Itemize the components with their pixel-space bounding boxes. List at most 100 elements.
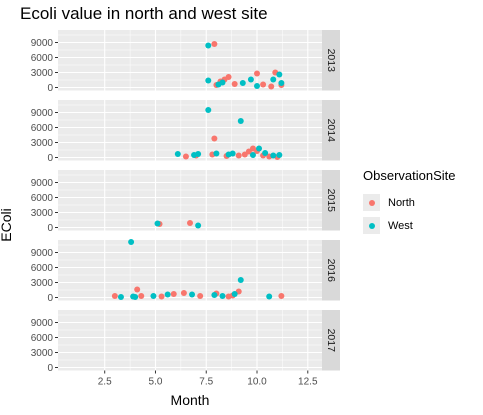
y-tick-label: 0 — [47, 153, 53, 164]
x-tick-label: 5.0 — [149, 377, 163, 388]
legend-dot-west — [368, 222, 375, 229]
point-west — [132, 294, 139, 300]
legend-key-west — [363, 217, 380, 234]
point-north — [187, 220, 193, 226]
point-west — [237, 277, 244, 283]
facet-strip-label: 2016 — [325, 259, 337, 283]
facet-strip-2016 — [322, 240, 340, 301]
legend: ObservationSite North West — [363, 168, 456, 237]
point-west — [229, 150, 236, 157]
facet-strip-2017 — [322, 310, 340, 371]
point-west — [254, 83, 261, 89]
point-north — [235, 152, 242, 159]
point-west — [117, 294, 124, 300]
point-west — [239, 80, 246, 86]
point-west — [154, 220, 161, 227]
point-west — [266, 293, 273, 300]
point-west — [262, 150, 269, 156]
point-west — [247, 76, 254, 83]
point-north — [225, 74, 232, 80]
point-north — [111, 293, 118, 299]
point-west — [211, 292, 218, 298]
point-north — [170, 291, 177, 297]
point-west — [270, 76, 277, 83]
chart-title: Ecoli value in north and west site — [20, 4, 268, 23]
point-west — [276, 152, 283, 158]
point-west — [195, 151, 202, 157]
point-west — [150, 293, 157, 299]
x-axis-label: Month — [170, 392, 210, 408]
facet-strip-label: 2015 — [325, 189, 337, 213]
legend-label-west: West — [388, 219, 413, 232]
point-west — [276, 71, 283, 78]
y-tick-label: 6000 — [31, 263, 54, 274]
facet-strip-2015 — [322, 170, 340, 231]
facet-strip-label: 2014 — [325, 119, 337, 143]
point-north — [211, 41, 218, 47]
y-tick-label: 3000 — [31, 208, 54, 219]
y-tick-label: 0 — [47, 83, 53, 94]
facet-panel-2013 — [58, 30, 322, 91]
point-west — [219, 79, 226, 86]
point-west — [195, 222, 202, 229]
y-tick-label: 9000 — [31, 178, 54, 189]
point-west — [219, 293, 226, 299]
point-west — [128, 239, 135, 245]
legend-item-west: West — [363, 214, 456, 237]
y-tick-label: 0 — [47, 293, 53, 304]
point-west — [270, 152, 277, 159]
legend-label-north: North — [388, 196, 415, 209]
point-north — [134, 286, 141, 293]
point-west — [174, 151, 181, 157]
point-north — [180, 290, 187, 296]
y-tick-label: 0 — [47, 223, 53, 234]
point-north — [268, 83, 275, 90]
point-west — [205, 42, 212, 49]
point-north — [231, 81, 238, 87]
legend-title: ObservationSite — [363, 168, 456, 183]
point-north — [278, 293, 285, 299]
facet-panel-2016 — [58, 240, 322, 301]
y-tick-label: 0 — [47, 363, 53, 374]
point-west — [189, 291, 196, 298]
facet-strip-label: 2013 — [325, 49, 337, 73]
point-west — [237, 118, 244, 124]
facet-strip-2013 — [322, 30, 340, 91]
y-tick-label: 9000 — [31, 108, 54, 119]
point-west — [164, 291, 171, 298]
point-west — [249, 152, 256, 158]
x-tick-label: 12.5 — [298, 377, 318, 388]
y-tick-label: 9000 — [31, 248, 54, 259]
facet-strip-label: 2017 — [325, 329, 337, 353]
y-tick-label: 9000 — [31, 318, 54, 329]
y-tick-label: 3000 — [31, 68, 54, 79]
point-west — [278, 80, 285, 86]
point-north — [182, 153, 189, 160]
facet-panel-2017 — [58, 310, 322, 371]
legend-dot-north — [368, 199, 375, 206]
point-west — [205, 107, 212, 113]
y-tick-label: 3000 — [31, 348, 54, 359]
y-tick-label: 3000 — [31, 278, 54, 289]
y-tick-label: 9000 — [31, 38, 54, 49]
y-tick-label: 6000 — [31, 53, 54, 64]
point-west — [213, 150, 220, 157]
y-tick-label: 3000 — [31, 138, 54, 149]
y-tick-label: 6000 — [31, 123, 54, 134]
point-north — [260, 81, 267, 88]
x-tick-label: 2.5 — [98, 377, 112, 388]
x-tick-label: 10.0 — [247, 377, 267, 388]
point-north — [158, 293, 165, 300]
point-north — [254, 70, 261, 77]
x-tick-label: 7.5 — [199, 377, 213, 388]
facet-strip-2014 — [322, 100, 340, 161]
point-west — [231, 291, 238, 297]
y-tick-label: 6000 — [31, 333, 54, 344]
point-west — [256, 145, 263, 152]
point-north — [211, 135, 218, 142]
legend-key-north — [363, 194, 380, 211]
y-axis-label: EColi — [0, 208, 14, 242]
y-tick-label: 6000 — [31, 193, 54, 204]
